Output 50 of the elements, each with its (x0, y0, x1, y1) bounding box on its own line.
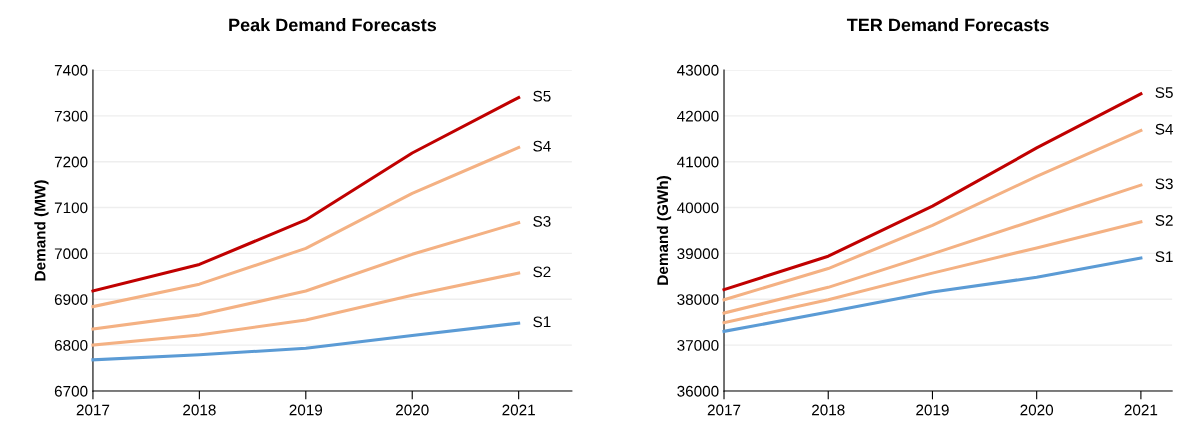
line-series (722, 92, 1143, 292)
line-series (91, 95, 521, 293)
y-tick-label: 7000 (54, 248, 88, 260)
line-series (722, 220, 1143, 325)
series-label: S3 (1155, 178, 1173, 190)
y-axis-title: Demand (MW) (34, 180, 49, 281)
y-tick-label: 7300 (54, 110, 88, 122)
y-axis-title: Demand (GWh) (656, 176, 672, 285)
line-series (722, 256, 1143, 333)
line-series (91, 145, 521, 309)
line-series (722, 183, 1143, 315)
x-tick-label: 2018 (183, 404, 216, 416)
series-label: S5 (533, 90, 551, 102)
y-tick-label: 40000 (677, 202, 719, 214)
chart-title: Peak Demand Forecasts (229, 18, 437, 32)
series-label: S2 (1155, 215, 1173, 226)
x-tick-label: 2017 (76, 404, 110, 416)
y-tick-label: 41000 (677, 156, 719, 168)
y-tick-label: 7200 (54, 156, 88, 168)
x-tick-label: 2020 (1020, 404, 1054, 416)
x-tick-label: 2017 (707, 404, 741, 416)
series-label: S3 (533, 215, 551, 227)
x-tick-label: 2018 (812, 404, 845, 416)
y-tick-label: 6700 (54, 385, 88, 397)
series-label: S5 (1155, 87, 1173, 98)
series-label: S2 (533, 266, 551, 278)
y-tick-label: 6900 (54, 294, 88, 305)
line-series (91, 321, 521, 362)
x-tick-label: 2020 (396, 404, 429, 416)
chart-title: TER Demand Forecasts (846, 18, 1049, 32)
series-label: S4 (1155, 123, 1174, 135)
y-tick-label: 38000 (677, 294, 719, 305)
series-label: S1 (1155, 251, 1173, 263)
y-tick-label: 39000 (677, 248, 719, 260)
x-tick-label: 2021 (502, 404, 535, 416)
y-tick-label: 36000 (677, 385, 719, 397)
line-series (722, 129, 1143, 302)
x-tick-label: 2019 (916, 404, 949, 416)
y-tick-label: 42000 (677, 110, 719, 122)
series-label: S1 (533, 316, 551, 328)
y-tick-label: 43000 (677, 64, 719, 76)
series-label: S4 (533, 140, 551, 152)
y-tick-label: 7100 (54, 202, 88, 214)
y-tick-label: 37000 (677, 339, 719, 351)
y-tick-label: 7400 (54, 64, 88, 76)
line-series (91, 271, 521, 347)
line-series (91, 221, 521, 331)
y-tick-label: 6800 (54, 339, 88, 351)
x-tick-label: 2021 (1124, 404, 1158, 416)
x-tick-label: 2019 (289, 404, 323, 416)
